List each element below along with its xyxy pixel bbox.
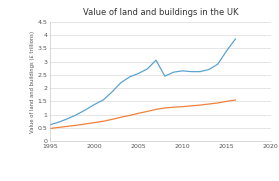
Assets overlying land [181,106,184,108]
Title: Value of land and buildings in the UK: Value of land and buildings in the UK [83,8,238,17]
Land [181,70,184,72]
Assets overlying land [119,116,122,118]
Land [146,68,149,70]
Assets overlying land [93,121,96,124]
Assets overlying land [57,126,61,129]
Assets overlying land [216,102,219,104]
Land [66,117,69,120]
Land [216,63,219,65]
Assets overlying land [207,103,211,105]
Land [137,72,140,75]
Assets overlying land [137,112,140,114]
Land [84,109,87,111]
Land [207,68,211,71]
Assets overlying land [146,110,149,113]
Assets overlying land [128,114,131,117]
Assets overlying land [172,106,175,108]
Assets overlying land [49,127,52,130]
Line: Land: Land [50,39,235,125]
Line: Assets overlying land: Assets overlying land [50,100,235,129]
Land [172,71,175,73]
Assets overlying land [198,104,202,106]
Land [163,75,167,77]
Assets overlying land [163,107,167,109]
Assets overlying land [225,100,228,102]
Land [198,71,202,73]
Land [190,71,193,73]
Assets overlying land [154,108,158,110]
Land [128,76,131,78]
Land [49,124,52,126]
Assets overlying land [234,99,237,101]
Land [234,38,237,40]
Land [119,82,122,84]
Land [110,91,114,93]
Land [154,59,158,61]
Assets overlying land [102,120,105,122]
Assets overlying land [84,123,87,125]
Land [225,50,228,52]
Land [93,104,96,106]
Assets overlying land [190,105,193,107]
Land [102,99,105,101]
Assets overlying land [110,118,114,121]
Land [57,121,61,123]
Assets overlying land [75,124,78,126]
Land [75,113,78,116]
Assets overlying land [66,125,69,127]
Y-axis label: Value of land and buildings (£ trillions): Value of land and buildings (£ trillions… [30,30,35,132]
